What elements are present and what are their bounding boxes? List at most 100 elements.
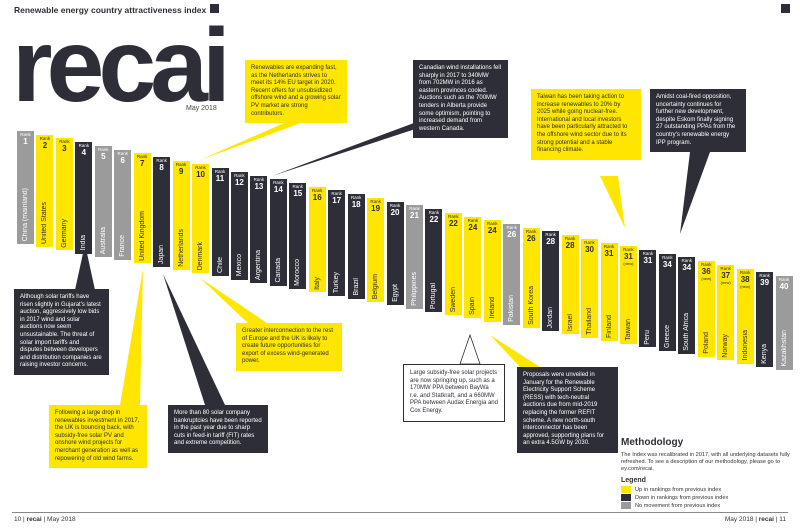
country-name: South Africa (683, 313, 691, 351)
rank-number: 19 (371, 203, 381, 213)
legend-swatch-up (621, 486, 631, 493)
connector-ireland (490, 335, 540, 367)
footer-right-page: 11 (779, 516, 786, 523)
rank-bar: Rank 2 United States (36, 134, 54, 248)
rank-bar: Rank 20 Egypt (386, 201, 404, 306)
connector-japan (163, 274, 225, 405)
rank-number: 22 (448, 218, 458, 228)
rank-label: Rank (117, 150, 128, 156)
rank-bar: Rank 39 Kenya (756, 272, 774, 367)
legend-item-same: No movement from previous index (621, 502, 720, 509)
rank-number: 22 (429, 215, 439, 225)
rank-label: Rank (98, 146, 109, 152)
country-name: Argentina (255, 249, 263, 280)
rank-bar: Rank 38 (new) Indonesia (736, 268, 754, 364)
country-name: Germany (60, 218, 68, 248)
connector-south-africa (680, 152, 710, 234)
legend-label-same: No movement from previous index (635, 502, 721, 509)
rank-bar: Rank 24 Spain (464, 216, 482, 319)
connector-netherlands (200, 116, 320, 160)
country-name: Kazakhstan (780, 330, 788, 367)
rank-new-label: (new) (720, 279, 731, 285)
rank-label: Rank (370, 198, 381, 204)
legend-swatch-same (621, 502, 631, 509)
country-name: Philippines (411, 271, 418, 306)
rank-number: 11 (215, 174, 225, 184)
rank-label: Rank (311, 187, 323, 193)
rank-bar: Rank 12 Mexico (230, 171, 248, 280)
callout-spain: Large subsidy-free solar projects are no… (403, 364, 505, 422)
callout-denmark: Greater interconnection to the rest of E… (236, 323, 342, 371)
country-name: Portugal (430, 282, 438, 309)
country-name: Ireland (488, 297, 496, 319)
rank-number: 40 (779, 282, 789, 291)
country-name: Mexico (235, 254, 243, 277)
corner-marker-left (210, 4, 219, 13)
country-name: Egypt (391, 284, 399, 303)
rank-number: 24 (468, 222, 478, 232)
rank-number: 24 (487, 226, 497, 236)
rank-bar: Rank 34 South Africa (678, 257, 696, 354)
rank-bar: Rank 40 Kazakhstan (775, 276, 793, 370)
callout-canada: Canadian wind installations fell sharply… (413, 60, 508, 139)
methodology-text: The Index was recalibrated in 2017, with… (621, 452, 790, 472)
rank-bar: Rank 19 Belgium (367, 197, 385, 303)
rank-label: Rank (545, 232, 556, 238)
rank-bar: Rank 15 Morocco (289, 183, 307, 290)
rank-number: 31 (623, 252, 633, 262)
rank-number: 8 (159, 163, 164, 173)
callout-india: Although solar tariffs have risen slight… (14, 289, 109, 375)
rank-bar: Rank 7 United Kingdom (133, 153, 151, 264)
legend-item-up: Up in rankings from previous index (621, 486, 721, 493)
rank-label: Rank (292, 184, 304, 190)
rank-label: Rank (603, 243, 615, 249)
rank-label: Rank (20, 132, 31, 137)
footer-left: 10 | recai | May 2018 (14, 516, 76, 523)
legend-title: Legend (621, 477, 646, 484)
rank-label: Rank (253, 176, 265, 182)
recai-logo: recai (12, 8, 231, 124)
country-name: Italy (313, 276, 321, 290)
rank-new-label: (new) (740, 283, 751, 289)
country-name: Norway (722, 333, 730, 358)
rank-number: 4 (81, 148, 87, 158)
rank-bar: Rank 4 India (75, 142, 93, 254)
rank-label: Rank (175, 161, 187, 167)
rank-label: Rank (195, 165, 206, 171)
connector-canada (272, 117, 452, 176)
footer-left-date: May 2018 (47, 516, 76, 523)
legend-label-down: Down in rankings from previous index (635, 494, 729, 501)
rank-number: 34 (662, 259, 672, 269)
rank-label: Rank (467, 217, 479, 223)
rank-number: 28 (546, 237, 556, 247)
rank-bar: Rank 5 Australia (94, 145, 112, 257)
country-name: Jordan (547, 306, 555, 329)
footer-right: May 2018 | recai | 11 (724, 516, 786, 523)
connector-taiwan (600, 176, 625, 228)
rank-bar: Rank 16 Italy (308, 186, 326, 293)
methodology-title: Methodology (621, 437, 684, 448)
callout-ireland: Proposals were unveiled in January for t… (517, 367, 618, 453)
country-name: Sweden (449, 286, 457, 313)
rank-number: 10 (196, 170, 205, 180)
callout-uk: Following a large drop in renewables inv… (49, 405, 147, 469)
rank-bar: Rank 31 (new) Taiwan (619, 246, 637, 345)
rank-bar: Rank 28 Jordan (542, 231, 560, 332)
country-name: Greece (663, 324, 671, 348)
rank-new-label: (new) (623, 261, 634, 267)
rank-number: 34 (682, 263, 692, 273)
rank-label: Rank (720, 265, 731, 271)
rank-bar: Rank 17 Turkey (328, 190, 346, 296)
rank-label: Rank (700, 262, 712, 268)
rank-bar: Rank 26 Pakistan (503, 223, 521, 325)
footer-rule (12, 512, 788, 513)
rank-label: Rank (389, 202, 401, 208)
rank-label: Rank (759, 273, 770, 279)
country-name: Brazil (352, 278, 360, 296)
rank-number: 37 (721, 270, 731, 280)
country-name: Spain (469, 297, 477, 316)
rank-bar: Rank 22 Sweden (444, 212, 462, 316)
